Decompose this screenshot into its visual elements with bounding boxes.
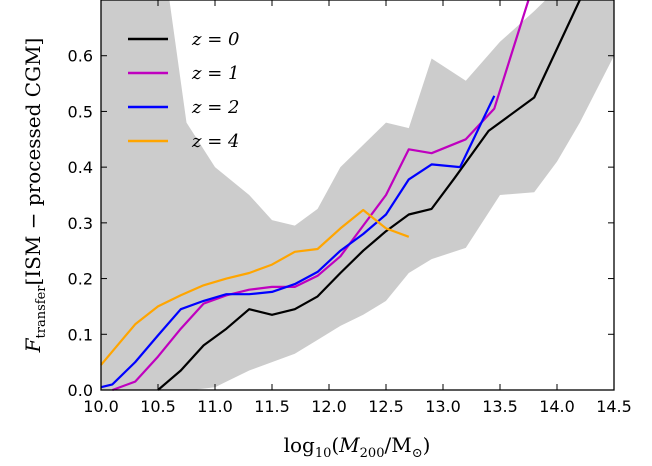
y-tick-label: 0.2 bbox=[68, 270, 93, 289]
x-tick-label: 10.0 bbox=[83, 397, 119, 416]
x-tick-label: 12.5 bbox=[368, 397, 404, 416]
x-tick-label: 13.0 bbox=[425, 397, 461, 416]
series-lines bbox=[100, 0, 581, 392]
legend-entry: z = 4 bbox=[191, 131, 239, 152]
x-tick-label: 11.0 bbox=[197, 397, 233, 416]
series-line-z4 bbox=[100, 208, 410, 366]
series-line-z0 bbox=[157, 0, 581, 391]
scatter-band bbox=[101, 0, 614, 390]
legend: z = 0 z = 1 z = 2 z = 4 bbox=[128, 29, 239, 152]
x-tick-label: 14.5 bbox=[596, 397, 632, 416]
x-tick-label: 11.5 bbox=[254, 397, 290, 416]
x-tick-label: 10.5 bbox=[140, 397, 176, 416]
scatter-band-area bbox=[101, 0, 614, 390]
legend-entry: z = 2 bbox=[191, 97, 239, 118]
y-axis-label: Ftransfer[ISM − processed CGM] bbox=[21, 38, 49, 354]
y-tick-label: 0.1 bbox=[68, 325, 93, 344]
plot-frame bbox=[100, 0, 615, 391]
y-tick-label: 0.4 bbox=[68, 158, 93, 177]
series-line-z2 bbox=[100, 95, 496, 389]
x-tick-label: 13.5 bbox=[482, 397, 518, 416]
x-tick-label: 12.0 bbox=[311, 397, 347, 416]
x-tick-label: 14.0 bbox=[539, 397, 575, 416]
legend-entry: z = 1 bbox=[191, 63, 239, 84]
y-tick-label: 0.5 bbox=[68, 102, 93, 121]
legend-entry: z = 0 bbox=[191, 29, 239, 50]
series-line-z1 bbox=[112, 0, 530, 392]
axis-ticks: 10.0 10.5 11.0 11.5 12.0 12.5 13.0 13.5 14.0 14.5… bbox=[68, 0, 632, 416]
y-tick-label: 0.3 bbox=[68, 214, 93, 233]
x-axis-label: log10(M200/M⊙) bbox=[284, 433, 431, 461]
y-tick-label: 0.6 bbox=[68, 47, 93, 66]
y-tick-label: 0.0 bbox=[68, 381, 93, 400]
